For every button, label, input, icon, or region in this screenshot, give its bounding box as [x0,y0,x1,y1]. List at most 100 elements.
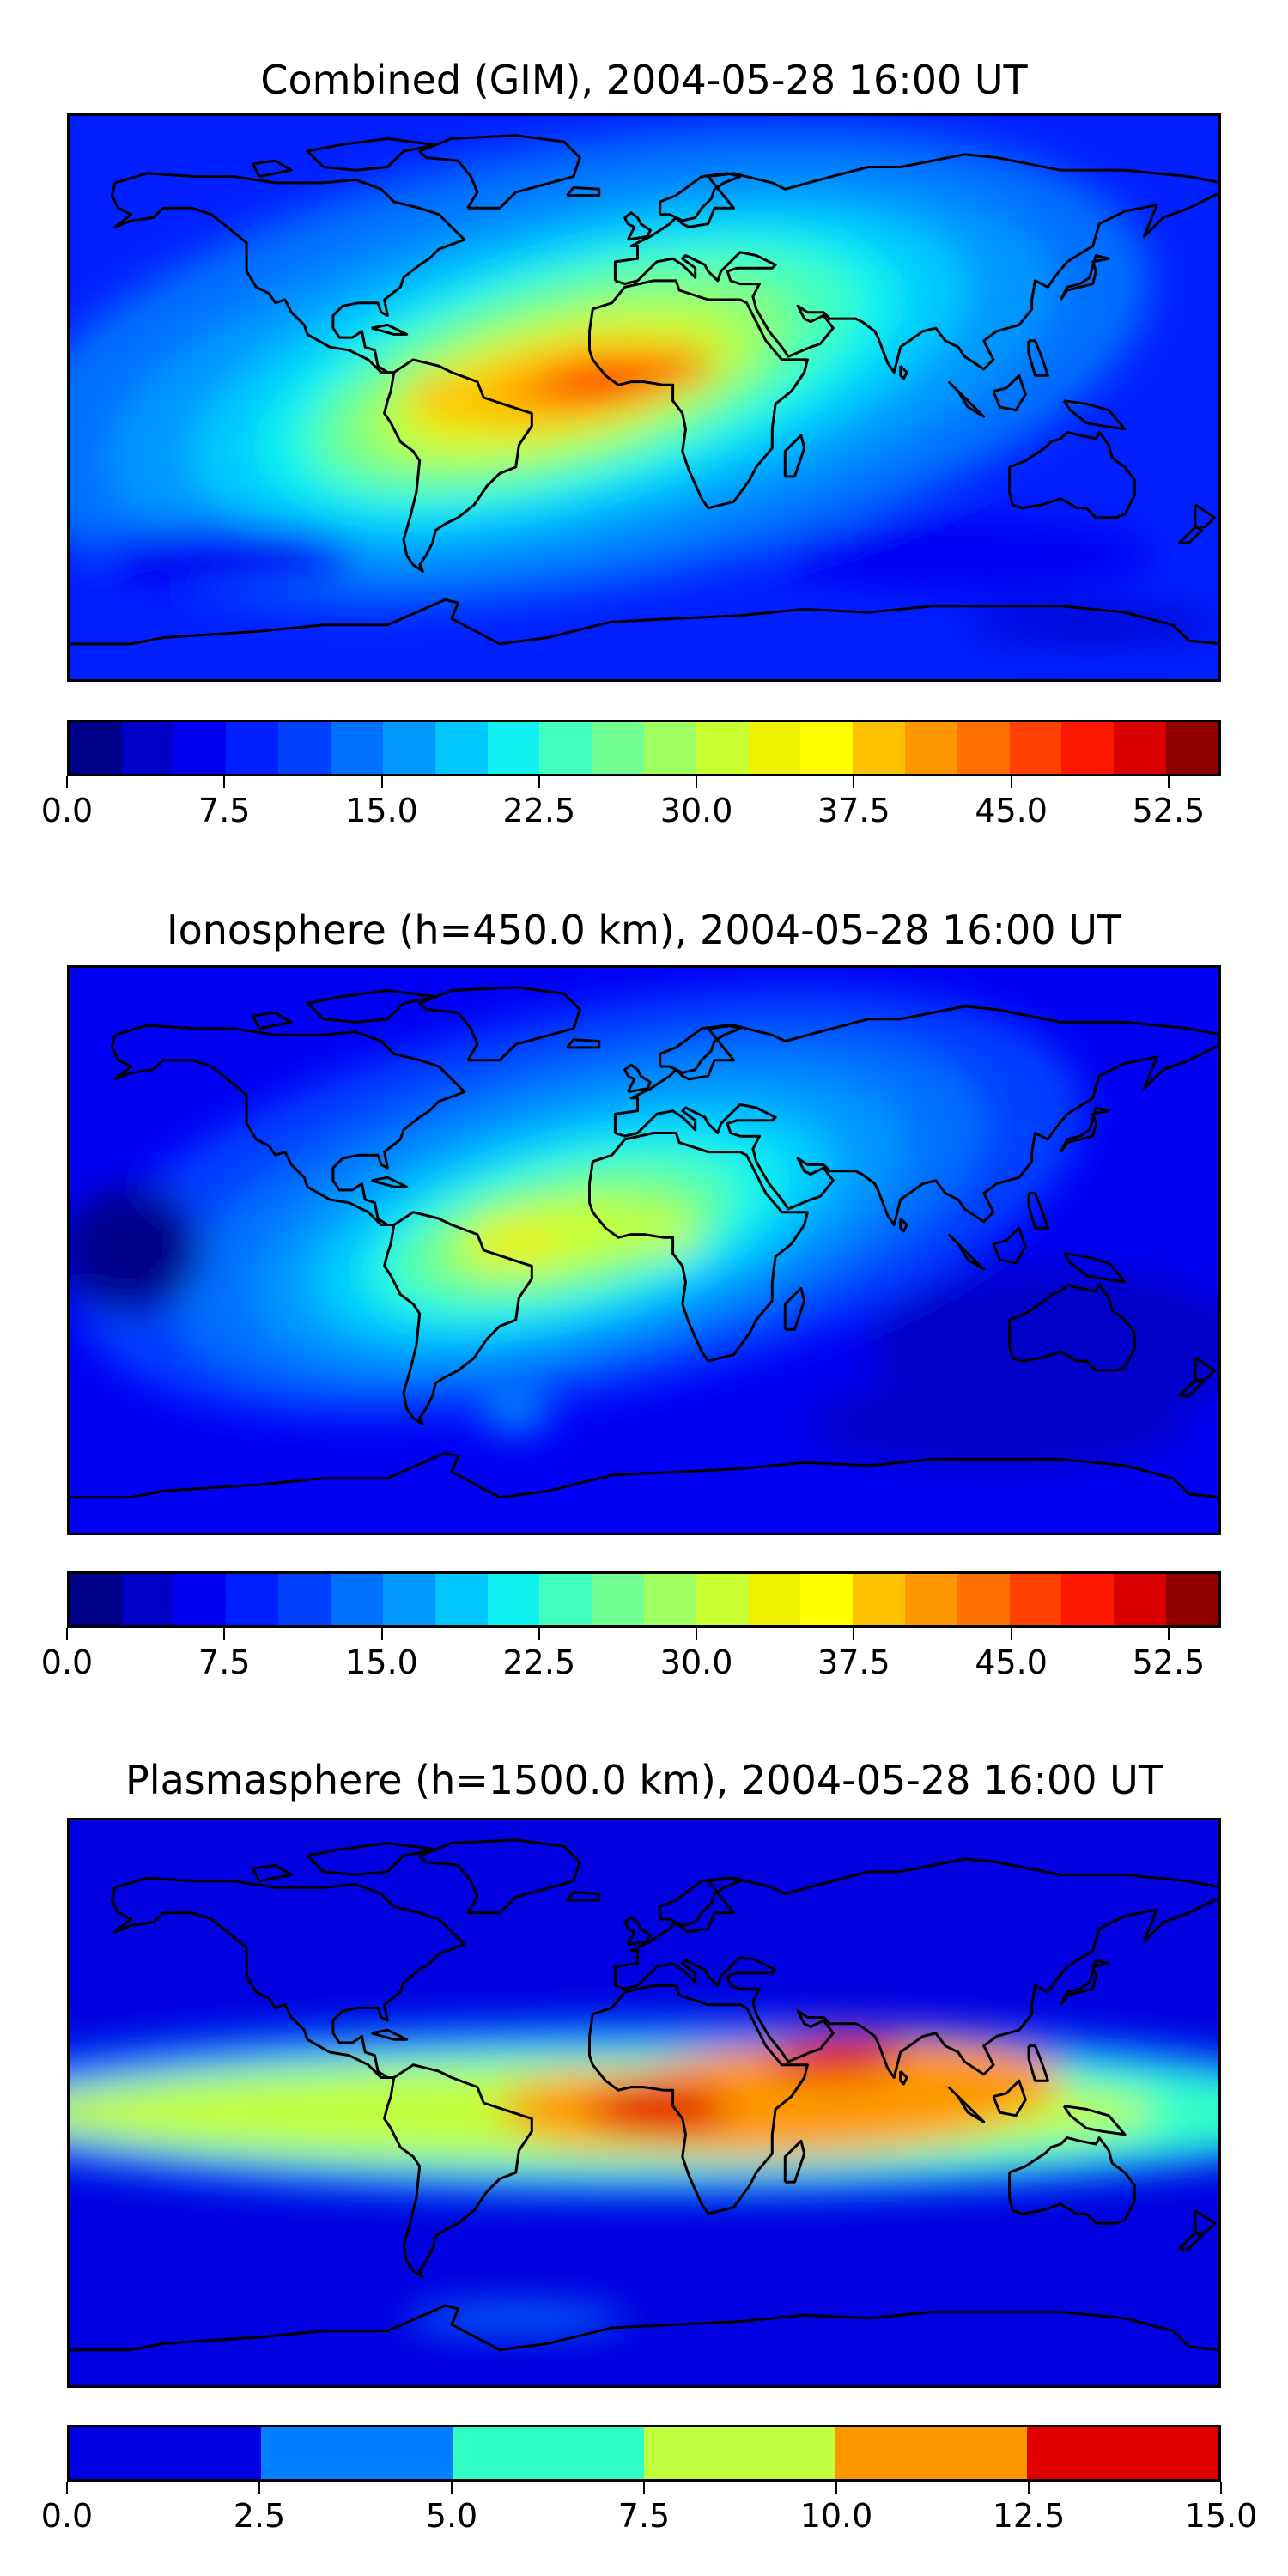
colorbar-segment [853,722,905,774]
colorbar-segment [173,1574,227,1625]
coastline [1059,1959,1110,2006]
coastline [588,1984,809,2215]
map-plasmasphere [67,1818,1221,2388]
colorbar-tick [66,776,68,788]
colorbar-tick [538,1628,540,1640]
colorbar-tick [223,776,226,788]
colorbar-segment [905,722,957,774]
colorbar-segment [592,1574,644,1625]
colorbar-tick [223,1628,226,1640]
coastline [1008,1284,1136,1372]
colorbar-segment [1166,722,1218,774]
contour-region [766,2032,907,2079]
colorbar-tick [1220,2482,1222,2494]
coastline [623,1916,652,1947]
coastline [947,2086,986,2123]
coastline [1178,1378,1204,1398]
colorbar-tick-label: 5.0 [425,2497,478,2535]
colorbar-segment [957,722,1010,774]
colorbar-tick [1028,2482,1030,2494]
contour-region [567,370,625,393]
colorbar-tick-label: 30.0 [659,792,733,829]
colorbar-segment [434,1574,488,1625]
coastline [418,1838,581,1915]
coastline [1062,399,1127,431]
map-svg [67,126,1221,646]
colorbar-tick [258,2482,260,2494]
coastline [992,374,1027,412]
colorbar-segment [1061,722,1115,774]
colorbar-segment [487,1574,540,1625]
contour-region [404,2306,629,2331]
coastline [1194,2209,1216,2234]
colorbar-tick [643,2482,645,2494]
contour-region [804,1376,1189,1473]
coastline [418,134,581,210]
coastline [383,1211,533,1426]
colorbar-tick-label: 22.5 [502,1643,576,1681]
coastline [947,380,986,418]
colorbar-segment [331,722,383,774]
colorbar-segment [643,1574,696,1625]
coastline [623,211,652,241]
contour-region [99,524,355,587]
colorbar-tick [66,2482,68,2494]
colorbar-segment [226,722,279,774]
coastline [992,1226,1027,1265]
colorbar-segment [539,1574,592,1625]
colorbar-segment [643,722,696,774]
colorbar-segment [1027,2427,1218,2479]
coastline [1008,2136,1136,2225]
colorbar-segment [696,1574,749,1625]
coastline [252,1863,293,1883]
coastline [623,1063,652,1094]
colorbar-tick-label: 15.0 [345,792,418,829]
coastline [613,1857,1221,2079]
map-combined [67,113,1221,682]
colorbar-tick [696,1628,698,1640]
colorbar-tick [538,776,540,788]
coastline [371,1176,409,1188]
colorbar-segment [331,1574,383,1625]
colorbar-segment [853,1574,905,1625]
colorbar-segment [539,722,592,774]
colorbar-segment [1009,1574,1062,1625]
map-svg [67,986,1221,1499]
coastline [1194,503,1216,529]
colorbar-segment [382,1574,435,1625]
coastline [992,2079,1027,2117]
colorbar-tick [380,1628,383,1640]
colorbar-segment [748,722,801,774]
colorbar-tick [835,2482,837,2494]
coastline [383,2063,533,2279]
colorbar-segment [278,722,331,774]
colorbar-segment [434,722,488,774]
coastline [566,1038,601,1049]
coastline [1194,1357,1216,1382]
coastline [899,2070,908,2086]
coastline [899,1218,908,1233]
colorbar-segment [905,1574,957,1625]
colorbar-segment [70,722,122,774]
chart-title-ionosphere: Ionosphere (h=450.0 km), 2004-05-28 16:0… [167,907,1121,953]
coastline [252,159,293,179]
chart-title-plasmasphere: Plasmasphere (h=1500.0 km), 2004-05-28 1… [125,1757,1163,1803]
chart-title-combined: Combined (GIM), 2004-05-28 16:00 UT [260,57,1028,103]
contour-region [638,352,714,386]
coastline [783,2139,806,2184]
coastline [566,185,601,197]
colorbar-tick [380,776,383,788]
colorbar-tick-label: 37.5 [817,1643,890,1681]
colorbar-tick-label: 7.5 [617,2497,671,2535]
coastline [371,2028,409,2041]
colorbar-tick-label: 37.5 [817,792,890,829]
coastline [306,137,437,172]
colorbar-segment [121,1574,174,1625]
colorbar-tick-label: 2.5 [233,2497,286,2535]
coastline [306,1842,437,1876]
colorbar-tick [1167,776,1170,788]
colorbar-tick [1167,1628,1170,1640]
coastline [783,434,806,478]
coastline [383,358,533,573]
contour-region [964,609,1221,641]
